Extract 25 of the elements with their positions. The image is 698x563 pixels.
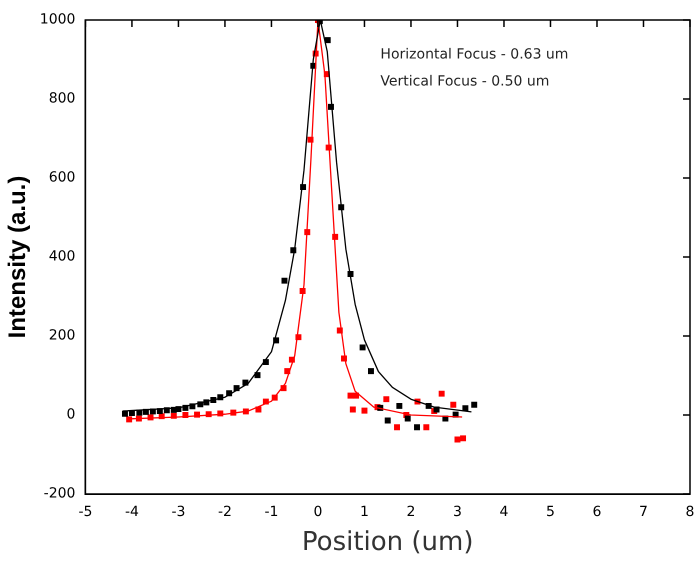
x-tick-label: -5 xyxy=(78,504,92,520)
x-tick-label: 5 xyxy=(546,504,555,520)
y-tick-label: 800 xyxy=(48,90,76,107)
y-tick-label: -200 xyxy=(44,486,76,502)
x-tick-label: -1 xyxy=(264,504,278,520)
x-axis-title: Position (um) xyxy=(302,527,474,558)
y-tick-label: 600 xyxy=(48,170,76,186)
x-tick-label: 0 xyxy=(313,504,322,520)
x-tick-label: 1 xyxy=(360,504,369,520)
x-tick-label: 2 xyxy=(406,504,416,520)
x-tick-label: -3 xyxy=(171,504,186,520)
x-tick-label: -4 xyxy=(124,504,139,520)
y-tick-label: 400 xyxy=(48,248,76,265)
y-tick-label: 1000 xyxy=(40,12,76,28)
x-tick-label: 3 xyxy=(453,504,462,520)
x-tick-label: -2 xyxy=(218,504,232,520)
annotation: Vertical Focus - 0.50 um xyxy=(380,74,550,90)
x-tick-label: 7 xyxy=(639,504,648,520)
y-tick-label: 200 xyxy=(48,328,76,344)
y-axis-title: Intensity (a.u.) xyxy=(4,176,32,338)
x-tick-label: 4 xyxy=(500,504,509,520)
annotation: Horizontal Focus - 0.63 um xyxy=(380,46,568,63)
x-tick-label: 6 xyxy=(592,504,602,520)
y-tick-label: 0 xyxy=(66,406,76,423)
x-tick-label: 8 xyxy=(686,504,694,520)
